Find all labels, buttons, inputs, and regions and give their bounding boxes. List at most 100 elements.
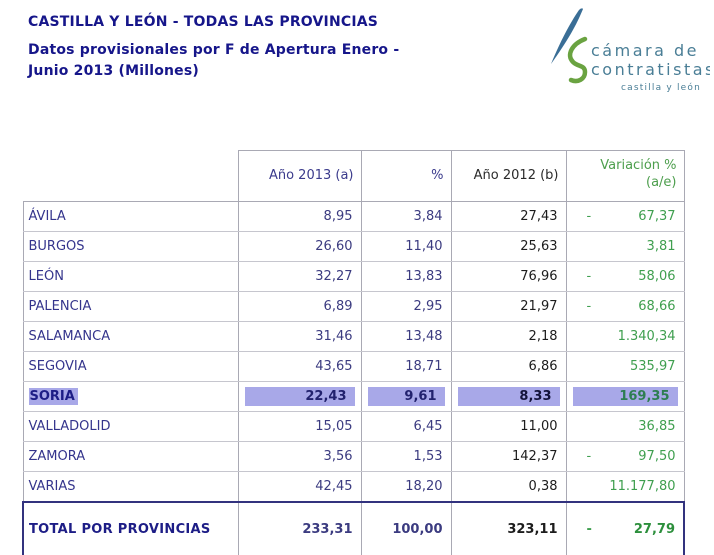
province-label: SEGOVIA [28, 359, 87, 374]
cell-ano-2012: 2,18 [451, 321, 567, 352]
province-label: PALENCIA [28, 299, 92, 314]
cell-ano-2013: 26,60 [238, 231, 362, 262]
province-label: SORIA [28, 388, 78, 405]
table-row-soria: SORIA 22,43 9,61 8,33 169,35 [22, 381, 685, 412]
variacion-wrap: 36,85 [567, 419, 684, 434]
ano-2012-value: 76,96 [520, 269, 558, 284]
cell-province: VALLADOLID [22, 411, 239, 442]
province-label-wrap: SALAMANCA [24, 329, 238, 344]
table-row-varias: VARIAS 42,45 18,20 0,38 11.177,80 [22, 471, 685, 502]
cell-province: LEÓN [22, 261, 239, 292]
cell-province: SEGOVIA [22, 351, 239, 382]
variacion-value: 169,35 [619, 389, 670, 404]
variacion-value: 36,85 [638, 419, 676, 434]
variacion-wrap: - 68,66 [567, 299, 684, 314]
cell-province: VARIAS [22, 471, 239, 502]
cell-ano-2012: 8,33 [451, 381, 567, 412]
province-label-wrap: ZAMORA [24, 449, 238, 464]
total-ano-2013: 233,31 [302, 521, 353, 537]
pct-value: 2,95 [413, 299, 443, 314]
table-row-avila: ÁVILA 8,95 3,84 27,43 - 67,37 [22, 201, 685, 232]
cell-variacion: 1.340,34 [566, 321, 685, 352]
ano-2013-value: 42,45 [315, 479, 353, 494]
total-pct: 100,00 [392, 521, 443, 537]
cell-ano-2013: 15,05 [238, 411, 362, 442]
title-block: CASTILLA Y LEÓN - TODAS LAS PROVINCIAS D… [28, 14, 458, 82]
variacion-wrap: - 58,06 [567, 269, 684, 284]
header-variacion: Variación % (a/e) [565, 150, 685, 202]
variacion-wrap: 169,35 [572, 387, 678, 406]
pct-value: 18,71 [405, 359, 443, 374]
cell-variacion: 3,81 [566, 231, 685, 262]
pct-value: 13,48 [405, 329, 443, 344]
variacion-value: 3,81 [646, 239, 676, 254]
province-label-wrap: ÁVILA [24, 209, 238, 224]
province-label: VARIAS [28, 479, 76, 494]
province-label-wrap: SORIA [24, 388, 238, 405]
total-minus-sign: - [586, 521, 592, 537]
logo-text-region: castilla y león [621, 82, 701, 93]
variacion-wrap: 3,81 [567, 239, 684, 254]
table-row-segovia: SEGOVIA 43,65 18,71 6,86 535,97 [22, 351, 685, 382]
variacion-value: 58,06 [638, 269, 676, 284]
ano-2012-value: 11,00 [520, 419, 558, 434]
header-variacion-line1: Variación % [600, 158, 677, 174]
cell-variacion: 169,35 [566, 381, 685, 412]
total-variacion: - 27,79 [567, 522, 684, 537]
variacion-value: 97,50 [638, 449, 676, 464]
cell-variacion: - 67,37 [566, 201, 685, 232]
cell-ano-2013: 32,27 [238, 261, 362, 292]
ano-2013-value: 43,65 [315, 359, 353, 374]
cell-ano-2013: 31,46 [238, 321, 362, 352]
province-label-wrap: PALENCIA [24, 299, 238, 314]
header-province [23, 150, 238, 202]
table-row-palencia: PALENCIA 6,89 2,95 21,97 - 68,66 [22, 291, 685, 322]
variacion-wrap: 535,97 [567, 359, 684, 374]
cell-ano-2012: 6,86 [451, 351, 567, 382]
variacion-value: 11.177,80 [609, 479, 676, 494]
variacion-value: 68,66 [638, 299, 676, 314]
logo-graphic: cámara de contratistas castilla y león [551, 8, 713, 93]
pct-value: 9,61 [367, 387, 445, 406]
cell-pct: 18,71 [361, 351, 452, 382]
cell-province: BURGOS [22, 231, 239, 262]
variacion-value: 535,97 [630, 359, 676, 374]
province-label: ÁVILA [28, 209, 66, 224]
table-row-salamanca: SALAMANCA 31,46 13,48 2,18 1.340,34 [22, 321, 685, 352]
cell-ano-2013: 22,43 [238, 381, 362, 412]
cell-pct: 18,20 [361, 471, 452, 502]
cell-ano-2012: 142,37 [451, 441, 567, 472]
page-subtitle: Datos provisionales por F de Apertura En… [28, 42, 400, 79]
cell-province: ÁVILA [22, 201, 239, 232]
total-label: TOTAL POR PROVINCIAS [29, 521, 211, 537]
cell-pct: 9,61 [361, 381, 452, 412]
logo-text-line2: contratistas [591, 60, 710, 79]
ano-2013-value: 22,43 [244, 387, 355, 406]
ano-2012-value: 2,18 [528, 329, 558, 344]
variacion-value: 67,37 [638, 209, 676, 224]
cell-ano-2012: 0,38 [451, 471, 567, 502]
cell-ano-2013: 6,89 [238, 291, 362, 322]
cell-province: PALENCIA [22, 291, 239, 322]
ano-2013-value: 26,60 [315, 239, 353, 254]
table-total-row: TOTAL POR PROVINCIAS 233,31 100,00 323,1… [22, 501, 685, 555]
cell-ano-2012: 11,00 [451, 411, 567, 442]
header-ano-2013: Año 2013 (a) [237, 150, 361, 202]
minus-sign: - [586, 209, 592, 224]
table-row-zamora: ZAMORA 3,56 1,53 142,37 - 97,50 [22, 441, 685, 472]
ano-2012-value: 6,86 [528, 359, 558, 374]
logo-blue-swoosh-icon [551, 8, 583, 64]
cell-ano-2013: 8,95 [238, 201, 362, 232]
header-ano-2012: Año 2012 (b) [450, 150, 566, 202]
camara-contratistas-logo: cámara de contratistas castilla y león [538, 6, 713, 106]
province-label: SALAMANCA [28, 329, 111, 344]
ano-2013-value: 32,27 [315, 269, 353, 284]
header-pct: % [360, 150, 451, 202]
cell-pct: 11,40 [361, 231, 452, 262]
page-title: CASTILLA Y LEÓN - TODAS LAS PROVINCIAS [28, 14, 379, 30]
pct-value: 18,20 [405, 479, 443, 494]
province-label-wrap: VARIAS [24, 479, 238, 494]
table-header: Año 2013 (a) % Año 2012 (b) Variación % … [23, 150, 685, 202]
pct-value: 1,53 [413, 449, 443, 464]
cell-pct: 13,83 [361, 261, 452, 292]
